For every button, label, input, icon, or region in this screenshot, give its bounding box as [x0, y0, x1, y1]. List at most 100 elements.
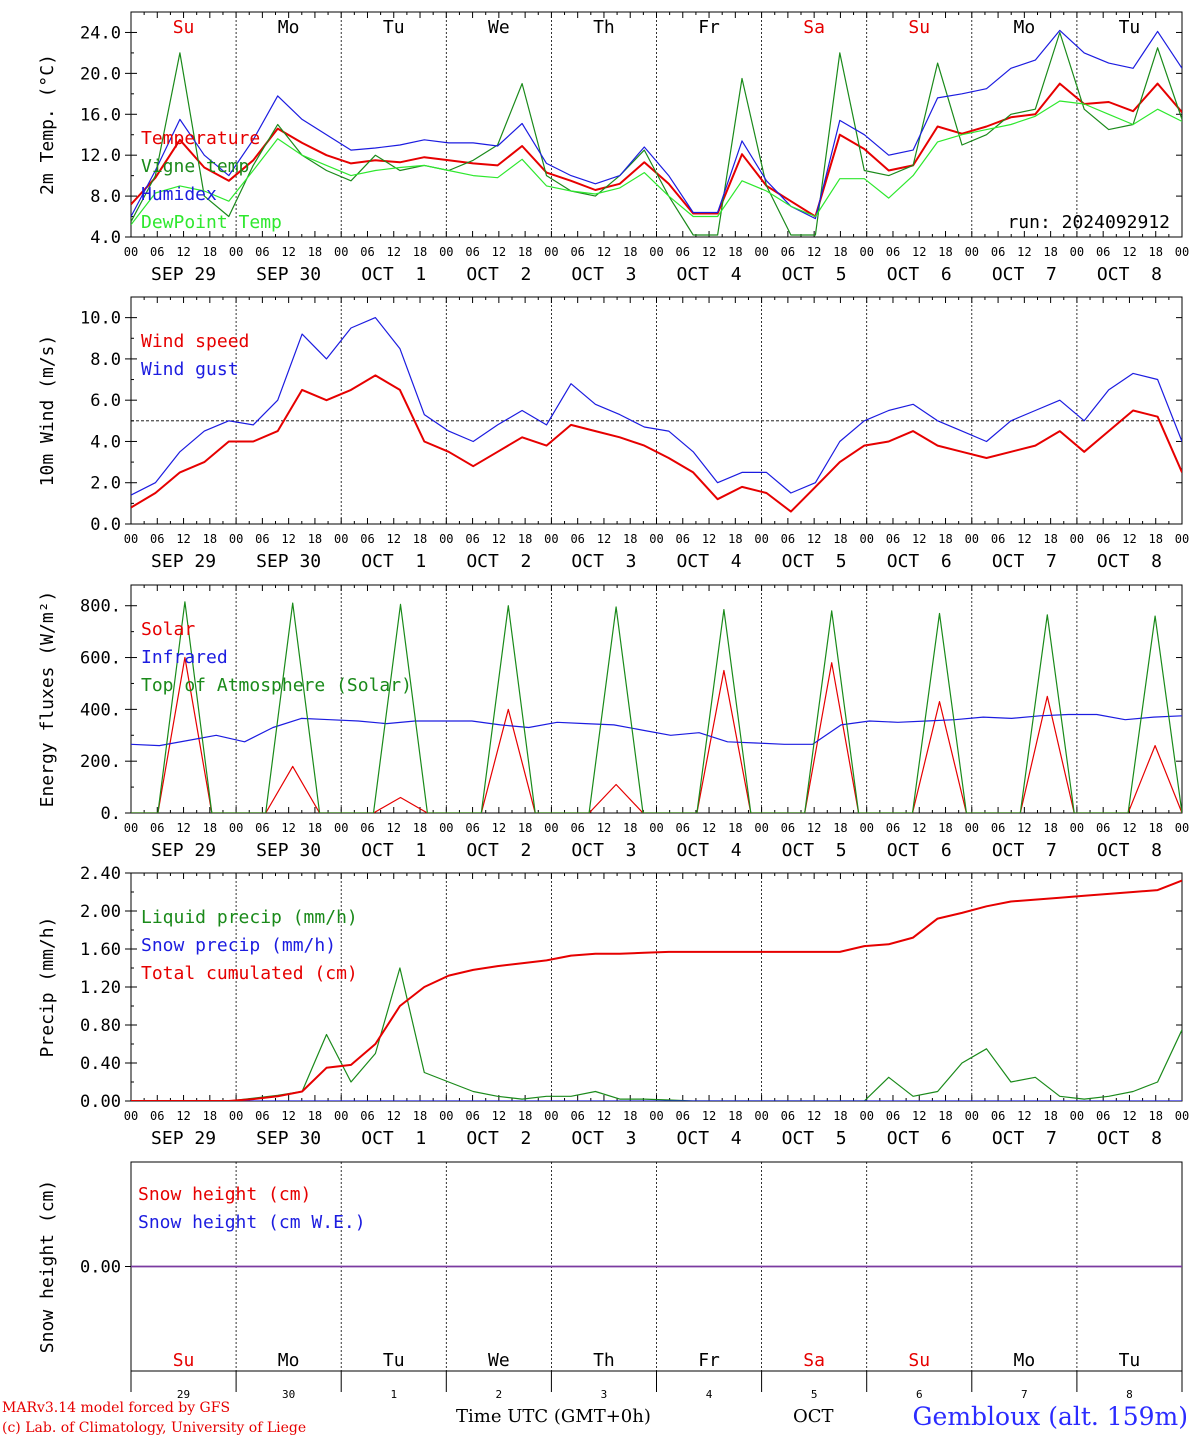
y-tick-label: 10.0 [80, 309, 121, 329]
hour-tick-label: 12 [1017, 532, 1031, 546]
hour-tick-label: 06 [150, 245, 164, 259]
hour-tick-label: 06 [360, 532, 374, 546]
hour-tick-label: 18 [518, 245, 532, 259]
hour-tick-label: 06 [360, 821, 374, 835]
hour-tick-label: 12 [702, 532, 716, 546]
hour-tick-label: 06 [150, 532, 164, 546]
y-tick-label: 0.0 [90, 515, 121, 535]
hour-tick-label: 06 [570, 532, 584, 546]
hour-tick-label: 18 [1148, 1109, 1162, 1123]
date-label: SEP 29 [151, 1128, 216, 1149]
hour-tick-label: 18 [833, 821, 847, 835]
bottom-day-number: 5 [811, 1388, 818, 1401]
date-label: OCT 4 [677, 1128, 742, 1149]
y-tick-label: 8.0 [90, 350, 121, 370]
hour-tick-label: 06 [781, 532, 795, 546]
series-line-humidex [131, 29, 1182, 220]
hour-tick-label: 00 [229, 1109, 243, 1123]
hour-tick-label: 06 [360, 245, 374, 259]
date-label: OCT 6 [887, 264, 952, 285]
date-label: OCT 4 [677, 264, 742, 285]
bottom-weekday-label: Tu [1119, 1350, 1141, 1371]
weekday-label: Th [593, 17, 615, 38]
hour-tick-label: 18 [308, 821, 322, 835]
hour-tick-label: 18 [938, 532, 952, 546]
hour-tick-label: 12 [1017, 1109, 1031, 1123]
hour-tick-label: 00 [965, 821, 979, 835]
hour-tick-label: 06 [255, 532, 269, 546]
hour-tick-label: 00 [754, 532, 768, 546]
legend-entry: Total cumulated (cm) [141, 963, 358, 984]
bottom-weekday-label: Su [908, 1350, 930, 1371]
hour-tick-label: 00 [229, 821, 243, 835]
date-label: OCT 3 [571, 1128, 636, 1149]
hour-tick-label: 00 [334, 532, 348, 546]
date-label: OCT 8 [1097, 1128, 1162, 1149]
date-label: OCT 1 [361, 551, 426, 572]
y-tick-label: 2.40 [80, 864, 121, 884]
date-label: SEP 29 [151, 551, 216, 572]
hour-tick-label: 00 [544, 1109, 558, 1123]
hour-tick-label: 00 [334, 245, 348, 259]
hour-tick-label: 06 [886, 1109, 900, 1123]
hour-tick-label: 18 [938, 821, 952, 835]
series-group [131, 879, 1182, 1101]
model-credit-line1: MARv3.14 model forced by GFS [2, 1400, 231, 1416]
hour-tick-label: 12 [807, 245, 821, 259]
hour-tick-label: 06 [781, 245, 795, 259]
legend-entry: Infrared [141, 647, 228, 668]
series-line-vigne-temp [131, 31, 1182, 236]
legend-entry: Humidex [141, 184, 217, 205]
series-line-dewpoint-temp [131, 100, 1182, 226]
date-label: OCT 6 [887, 551, 952, 572]
y-tick-label: 800. [80, 597, 121, 617]
hour-tick-label: 12 [176, 1109, 190, 1123]
hour-tick-label: 06 [255, 821, 269, 835]
y-tick-label: 8.0 [90, 187, 121, 207]
series-group [131, 317, 1182, 513]
hour-tick-label: 06 [465, 532, 479, 546]
hour-tick-label: 12 [597, 532, 611, 546]
hour-tick-label: 18 [518, 532, 532, 546]
hour-tick-label: 12 [912, 532, 926, 546]
date-label: OCT 5 [782, 840, 847, 861]
hour-tick-label: 06 [991, 1109, 1005, 1123]
legend-entry: Top of Atmosphere (Solar) [141, 675, 412, 696]
hour-tick-label: 06 [360, 1109, 374, 1123]
y-tick-label: 0.00 [80, 1258, 121, 1278]
hour-tick-label: 06 [1096, 821, 1110, 835]
date-label: SEP 29 [151, 840, 216, 861]
hour-tick-label: 12 [176, 532, 190, 546]
hour-tick-label: 18 [203, 821, 217, 835]
hour-tick-label: 12 [176, 245, 190, 259]
hour-tick-label: 06 [991, 821, 1005, 835]
legend-entry: Solar [141, 619, 195, 640]
hour-tick-label: 00 [965, 532, 979, 546]
hour-tick-label: 12 [912, 821, 926, 835]
hour-tick-label: 12 [597, 1109, 611, 1123]
hour-tick-label: 12 [1017, 821, 1031, 835]
date-label: OCT 3 [571, 551, 636, 572]
bottom-weekday-label: Th [593, 1350, 615, 1371]
hour-tick-label: 06 [570, 1109, 584, 1123]
hour-tick-label: 12 [912, 245, 926, 259]
date-label: OCT 4 [677, 840, 742, 861]
hour-tick-label: 06 [886, 821, 900, 835]
hour-tick-label: 12 [387, 1109, 401, 1123]
hour-tick-label: 00 [124, 532, 138, 546]
hour-tick-label: 18 [308, 245, 322, 259]
bottom-weekday-label: Sa [803, 1350, 825, 1371]
y-tick-label: 6.0 [90, 391, 121, 411]
hour-tick-label: 06 [676, 821, 690, 835]
date-label: OCT 1 [361, 264, 426, 285]
hour-tick-label: 12 [702, 821, 716, 835]
hour-tick-label: 00 [439, 532, 453, 546]
series-line-solar [131, 656, 1182, 813]
hour-tick-label: 06 [1096, 245, 1110, 259]
hour-tick-label: 06 [465, 1109, 479, 1123]
hour-tick-label: 00 [1070, 1109, 1084, 1123]
weekday-label: Tu [383, 17, 405, 38]
hour-tick-label: 00 [965, 245, 979, 259]
hour-tick-label: 18 [518, 821, 532, 835]
